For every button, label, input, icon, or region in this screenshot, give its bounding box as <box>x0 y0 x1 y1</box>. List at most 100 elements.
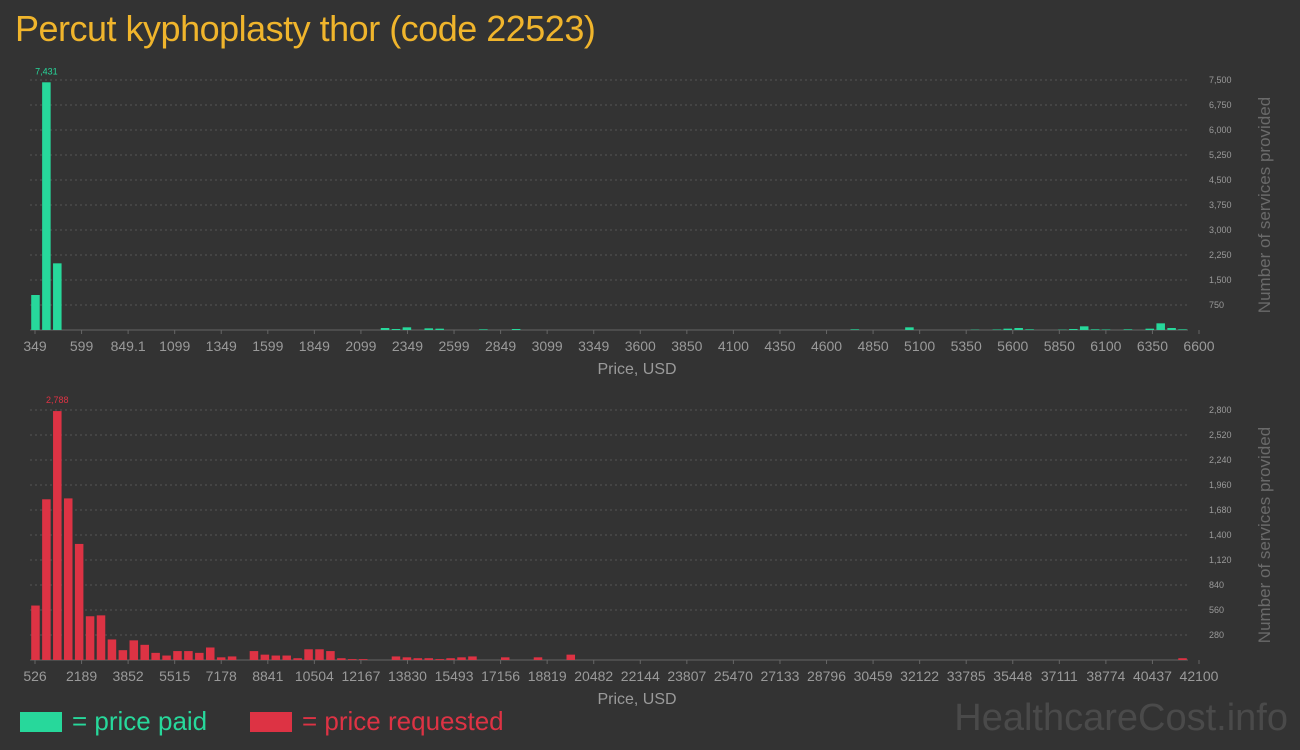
paid-bar <box>905 327 914 330</box>
y-tick-label: 1,500 <box>1209 275 1232 285</box>
requested-bar <box>304 649 313 660</box>
y-tick-label: 5,250 <box>1209 150 1232 160</box>
x-tick-label: 1349 <box>206 338 237 354</box>
requested-bar <box>249 651 259 660</box>
requested-bar <box>348 659 357 660</box>
x-tick-label: 4350 <box>764 338 795 354</box>
requested-bar <box>63 498 73 660</box>
paid-bar <box>402 327 412 330</box>
paid-bar <box>31 295 40 330</box>
requested-bar <box>326 651 335 660</box>
requested-bar <box>315 649 324 660</box>
x-tick-label: 3600 <box>625 338 656 354</box>
x-tick-label: 2349 <box>392 338 423 354</box>
x-tick-label: 5100 <box>904 338 935 354</box>
requested-bar <box>227 656 237 660</box>
requested-bar <box>337 658 346 660</box>
x-tick-label: 8841 <box>252 668 283 684</box>
requested-bar <box>533 657 543 660</box>
x-tick-label: 3850 <box>671 338 702 354</box>
requested-bar <box>1178 658 1187 660</box>
x-tick-label: 15493 <box>435 668 474 684</box>
x-tick-label: 1849 <box>299 338 330 354</box>
paid-bar <box>1123 329 1133 330</box>
requested-bar <box>358 659 368 660</box>
y-tick-label: 1,960 <box>1209 480 1232 490</box>
requested-bar <box>195 652 204 660</box>
x-tick-label: 27133 <box>760 668 799 684</box>
y-tick-label: 3,000 <box>1209 225 1232 235</box>
paid-bar <box>1090 329 1100 330</box>
paid-bar <box>1145 328 1155 330</box>
x-tick-label: 4600 <box>811 338 842 354</box>
y-tick-label: 280 <box>1209 630 1224 640</box>
x-tick-label: 22144 <box>621 668 660 684</box>
peak-value-label: 7,431 <box>35 66 58 76</box>
x-tick-label: 1599 <box>252 338 283 354</box>
x-tick-label: 17156 <box>481 668 520 684</box>
requested-bar <box>140 644 149 660</box>
watermark: HealthcareCost.info <box>954 697 1288 739</box>
paid-bar <box>42 82 51 330</box>
requested-swatch <box>250 711 292 732</box>
y-tick-label: 3,750 <box>1209 200 1232 210</box>
paid-bar <box>435 328 444 330</box>
y-tick-label: 2,800 <box>1209 405 1232 415</box>
x-tick-label: 2599 <box>438 338 469 354</box>
requested-bar <box>260 654 270 660</box>
paid-bar <box>1167 328 1176 330</box>
paid-bar <box>53 263 62 330</box>
paid-bar <box>992 329 1002 330</box>
paid-bar <box>1101 329 1111 330</box>
requested-bar <box>151 652 160 660</box>
paid-bar <box>511 329 521 330</box>
x-tick-label: 526 <box>23 668 47 684</box>
requested-bar <box>402 657 412 660</box>
y-tick-label: 7,500 <box>1209 75 1232 85</box>
requested-bar <box>413 658 423 660</box>
requested-bar <box>293 658 302 660</box>
requested-bar <box>391 656 401 660</box>
x-tick-label: 38774 <box>1086 668 1125 684</box>
x-tick-label: 7178 <box>206 668 237 684</box>
y-axis-title: Number of services provided <box>1255 97 1274 313</box>
x-tick-label: 4100 <box>718 338 749 354</box>
paid-swatch <box>20 711 62 732</box>
requested-bar <box>468 656 477 660</box>
requested-bar <box>31 605 40 660</box>
x-tick-label: 3349 <box>578 338 609 354</box>
x-tick-label: 3852 <box>113 668 144 684</box>
requested-bar <box>435 659 444 660</box>
requested-bar <box>566 654 576 660</box>
paid-bar <box>850 329 860 330</box>
paid-bar <box>1178 329 1187 330</box>
y-tick-label: 840 <box>1209 580 1224 590</box>
x-tick-label: 6100 <box>1090 338 1121 354</box>
requested-bar <box>53 411 62 660</box>
x-tick-label: 33785 <box>947 668 986 684</box>
paid-bar <box>1069 329 1078 330</box>
x-tick-label: 6350 <box>1137 338 1168 354</box>
requested-bar <box>118 650 128 660</box>
requested-bar <box>42 499 51 660</box>
x-tick-label: 35448 <box>993 668 1032 684</box>
x-tick-label: 2099 <box>345 338 376 354</box>
requested-bar <box>446 658 455 660</box>
y-tick-label: 1,400 <box>1209 530 1232 540</box>
y-tick-label: 750 <box>1209 300 1224 310</box>
x-tick-label: 20482 <box>574 668 613 684</box>
chart-title: Percut kyphoplasty thor (code 22523) <box>15 8 596 49</box>
x-tick-label: 5600 <box>997 338 1028 354</box>
paid-histogram: 750 1,500 2,250 3,000 3,750 4,500 5,250 6,000 6,… <box>23 66 1274 378</box>
x-tick-label: 12167 <box>341 668 380 684</box>
y-tick-label: 560 <box>1209 605 1224 615</box>
paid-bar <box>380 328 390 330</box>
x-tick-label: 2189 <box>66 668 97 684</box>
peak-value-label: 2,788 <box>46 395 69 405</box>
requested-bar <box>173 651 182 660</box>
requested-bar <box>500 657 510 660</box>
x-tick-label: 599 <box>70 338 94 354</box>
y-tick-label: 2,520 <box>1209 430 1232 440</box>
x-tick-label: 4850 <box>858 338 889 354</box>
y-axis-title: Number of services provided <box>1255 427 1274 643</box>
